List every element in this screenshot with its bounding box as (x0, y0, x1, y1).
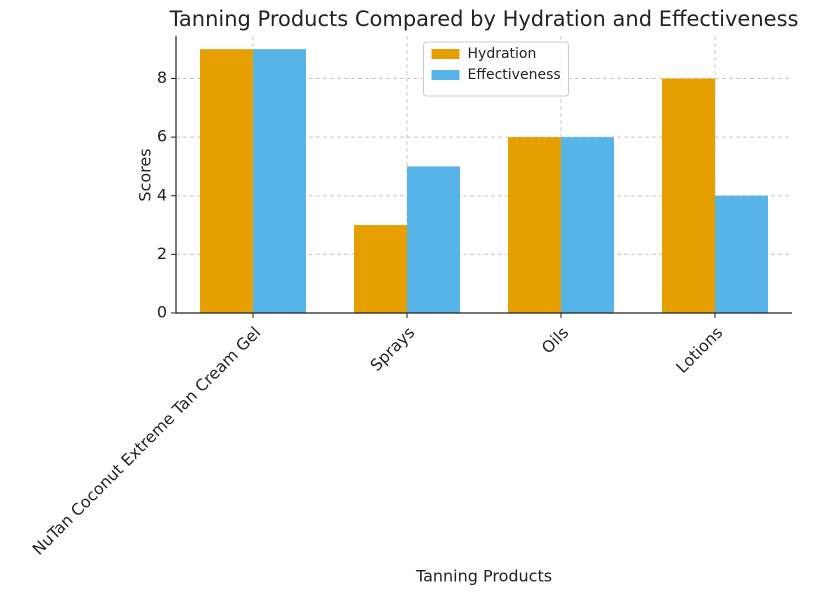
chart-title: Tanning Products Compared by Hydration a… (169, 7, 799, 31)
y-tick-label: 8 (157, 68, 167, 87)
bar (253, 49, 306, 313)
legend-swatch (431, 49, 460, 59)
bar (715, 195, 768, 313)
y-tick-label: 2 (157, 244, 167, 263)
x-tick-label: Lotions (672, 323, 726, 377)
y-tick-label: 4 (157, 185, 167, 204)
bar (407, 166, 460, 313)
x-tick-label: NuTan Coconut Extreme Tan Cream Gel (29, 323, 265, 559)
x-tick-label: Sprays (366, 323, 418, 375)
x-axis-label: Tanning Products (415, 567, 552, 586)
y-tick-label: 6 (157, 127, 167, 146)
bar (354, 225, 407, 313)
bar (561, 137, 614, 313)
bar (200, 49, 253, 313)
bar (508, 137, 561, 313)
legend-label: Effectiveness (468, 67, 561, 83)
y-axis-label: Scores (136, 148, 155, 201)
legend-box (423, 41, 569, 97)
legend-swatch (431, 70, 460, 80)
legend-label: Hydration (468, 46, 537, 62)
legend: Hydration Effectiveness (423, 41, 569, 97)
y-tick-label: 0 (157, 303, 167, 322)
bar (662, 78, 715, 313)
x-tick-label: Oils (538, 323, 573, 358)
